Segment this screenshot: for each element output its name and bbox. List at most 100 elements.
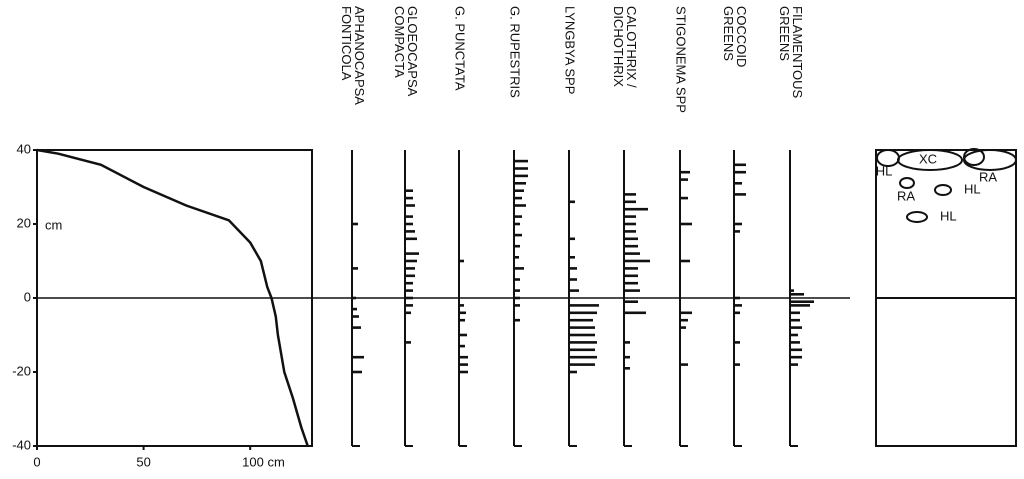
bar — [734, 222, 742, 226]
stone — [897, 149, 963, 171]
legend-label: G. PUNCTATA — [453, 6, 468, 91]
bar — [405, 204, 415, 207]
bar — [352, 355, 364, 359]
bar — [514, 174, 528, 178]
stone — [899, 177, 915, 189]
bar — [459, 259, 464, 263]
schematic-label: RA — [897, 188, 915, 203]
bar — [514, 196, 522, 200]
bar — [790, 289, 794, 292]
legend-label: COCCOIDGREENS — [721, 6, 749, 67]
bar — [624, 281, 638, 285]
bar — [459, 370, 468, 374]
bar — [624, 215, 636, 218]
bar — [514, 204, 526, 207]
legend-label: LYNGBYA SPP — [563, 6, 578, 94]
bar — [569, 311, 597, 315]
schematic-label: HL — [940, 208, 957, 223]
x-tick-label: 0 — [33, 454, 40, 469]
x-tick-label: 100 cm — [242, 454, 285, 469]
bar — [459, 318, 465, 322]
bar — [734, 304, 742, 307]
bar — [734, 311, 740, 315]
legend-label: GLOEOCAPSACOMPACTA — [392, 6, 420, 97]
bar — [569, 200, 575, 204]
bar — [790, 333, 798, 337]
legend-label: FILAMENTOUSGREENS — [777, 6, 805, 99]
bar — [352, 370, 362, 374]
bar — [680, 326, 686, 329]
legend-label: APHANOCAPSAFONTICOLA — [339, 6, 367, 105]
bar — [624, 311, 646, 315]
bar — [624, 274, 638, 278]
bar — [569, 348, 595, 352]
bar — [459, 355, 468, 359]
bar — [734, 193, 746, 196]
bar — [569, 370, 577, 374]
bar — [459, 311, 466, 315]
bar — [405, 341, 411, 344]
bar — [680, 178, 688, 181]
bar — [514, 289, 520, 292]
bar — [790, 355, 802, 359]
bar — [624, 267, 638, 270]
bar — [569, 304, 599, 307]
bar — [680, 318, 688, 322]
bar — [624, 222, 636, 226]
bar — [405, 267, 415, 270]
stone — [963, 149, 1017, 171]
bar — [680, 311, 692, 315]
bar — [405, 259, 417, 263]
bar — [352, 326, 361, 329]
stone — [906, 211, 928, 223]
bar — [405, 281, 413, 285]
bar — [734, 230, 740, 233]
schematic-label: HL — [876, 163, 893, 178]
y-tick-label: 0 — [24, 289, 31, 304]
bar — [405, 311, 411, 315]
bar — [405, 304, 413, 307]
bar — [405, 296, 413, 300]
bar — [405, 215, 413, 218]
bar — [790, 300, 814, 303]
bar — [569, 237, 575, 241]
bar — [680, 222, 692, 226]
bar — [352, 267, 358, 270]
bar — [514, 244, 520, 248]
bar — [680, 196, 688, 200]
bar — [459, 304, 464, 307]
bar — [624, 244, 638, 248]
bar — [790, 311, 800, 315]
bar — [680, 170, 690, 174]
bar — [624, 230, 636, 233]
legend-label: STIGONEMA SPP — [674, 6, 689, 113]
bar — [514, 189, 524, 192]
bar — [569, 363, 595, 366]
bar — [459, 344, 465, 348]
bar — [790, 318, 800, 322]
bar — [790, 363, 798, 366]
y-tick-label: -40 — [12, 437, 31, 452]
bar — [734, 182, 742, 185]
bar — [514, 304, 520, 307]
bar — [569, 278, 577, 281]
bar — [514, 318, 520, 322]
bar — [405, 189, 413, 192]
bar — [405, 289, 413, 292]
x-tick-label: 50 — [136, 454, 150, 469]
bar — [569, 289, 579, 292]
bar — [514, 278, 520, 281]
bar — [624, 207, 648, 211]
schematic-label: HL — [964, 181, 981, 196]
bar — [514, 256, 519, 259]
y-axis-label: cm — [45, 217, 62, 232]
y-tick-label: -20 — [12, 363, 31, 378]
bar — [790, 326, 802, 329]
bar — [680, 363, 688, 366]
y-tick-label: 40 — [17, 141, 31, 156]
bar — [405, 222, 413, 226]
bar — [624, 252, 640, 255]
bar — [352, 222, 358, 226]
bar — [624, 193, 636, 196]
